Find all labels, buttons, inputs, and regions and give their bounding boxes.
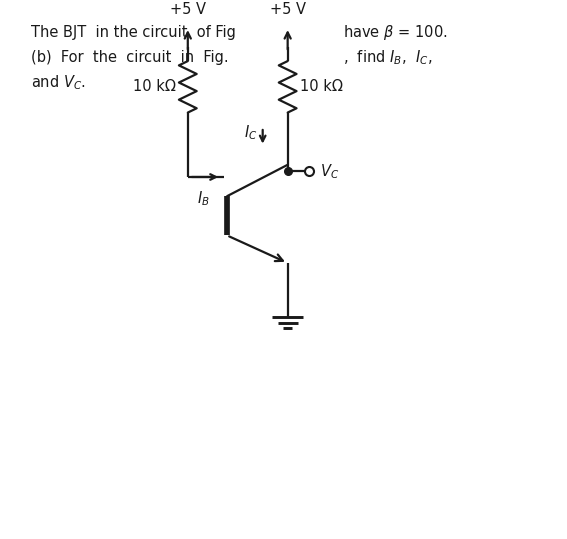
Text: 10 kΩ: 10 kΩ <box>133 79 176 94</box>
Text: $I_C$: $I_C$ <box>244 123 257 142</box>
Text: have $\beta$ = 100.: have $\beta$ = 100. <box>343 23 447 42</box>
Text: and $V_C$.: and $V_C$. <box>31 73 86 92</box>
Text: ,  find $I_B$,  $I_C$,: , find $I_B$, $I_C$, <box>343 49 433 67</box>
Text: $I_B$: $I_B$ <box>197 189 210 208</box>
Text: 10 kΩ: 10 kΩ <box>300 79 342 94</box>
Text: +5 V: +5 V <box>170 2 206 17</box>
Text: $V_C$: $V_C$ <box>320 162 339 181</box>
Text: The BJT  in the circuit  of Fig: The BJT in the circuit of Fig <box>31 25 236 40</box>
Text: (b)  For  the  circuit  in  Fig.: (b) For the circuit in Fig. <box>31 50 229 65</box>
Text: +5 V: +5 V <box>270 2 306 17</box>
